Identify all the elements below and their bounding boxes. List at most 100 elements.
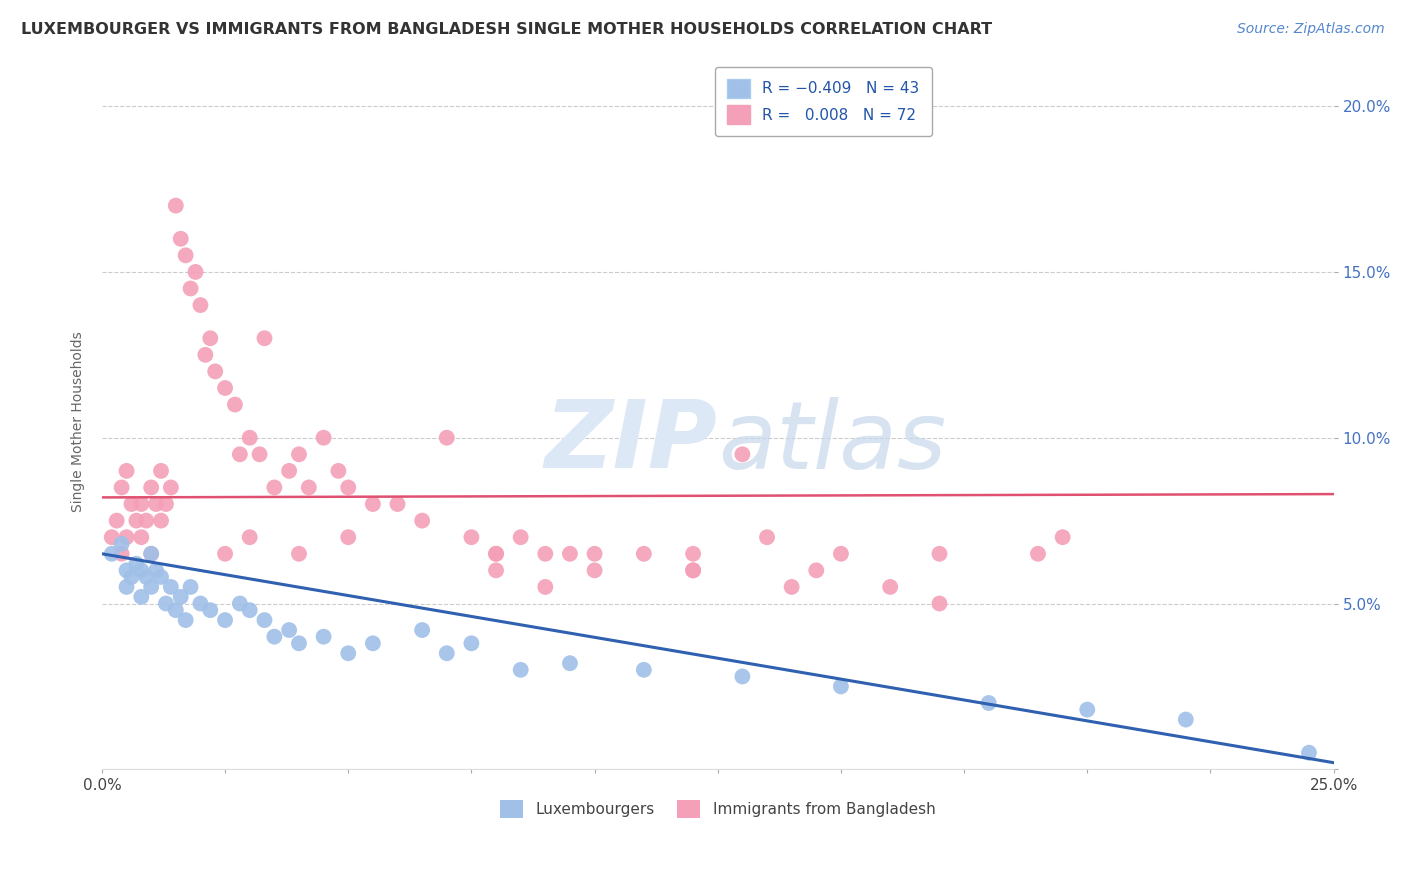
Point [110,537,132,551]
Point [155,497,177,511]
Point [200,331,222,345]
Point [361,636,384,650]
Point [411,623,433,637]
Point [141,547,163,561]
Point [115,464,138,478]
Point [253,613,276,627]
Point [288,447,311,461]
Point [558,547,581,561]
Point [263,480,285,494]
Point [170,232,193,246]
Point [534,580,557,594]
Point [214,381,236,395]
Point [174,248,197,262]
Point [337,530,360,544]
Point [278,623,301,637]
Point [830,547,852,561]
Point [633,663,655,677]
Point [1026,547,1049,561]
Point [361,497,384,511]
Point [115,580,138,594]
Point [135,570,157,584]
Point [165,199,187,213]
Point [312,431,335,445]
Point [1052,530,1074,544]
Text: LUXEMBOURGER VS IMMIGRANTS FROM BANGLADESH SINGLE MOTHER HOUSEHOLDS CORRELATION : LUXEMBOURGER VS IMMIGRANTS FROM BANGLADE… [21,22,993,37]
Point [145,563,167,577]
Point [150,514,173,528]
Point [100,547,122,561]
Point [1298,746,1320,760]
Point [150,464,173,478]
Point [583,547,606,561]
Point [115,530,138,544]
Point [229,447,252,461]
Point [141,547,163,561]
Point [125,557,148,571]
Point [485,563,508,577]
Point [780,580,803,594]
Point [135,514,157,528]
Point [460,636,482,650]
Point [682,547,704,561]
Point [141,580,163,594]
Point [125,514,148,528]
Point [170,590,193,604]
Text: atlas: atlas [717,397,946,488]
Point [239,431,262,445]
Point [184,265,207,279]
Point [194,348,217,362]
Point [436,431,458,445]
Point [165,603,187,617]
Point [131,563,153,577]
Point [485,547,508,561]
Point [224,398,246,412]
Point [387,497,409,511]
Point [509,530,531,544]
Point [174,613,197,627]
Y-axis label: Single Mother Households: Single Mother Households [72,331,86,511]
Legend: Luxembourgers, Immigrants from Bangladesh: Luxembourgers, Immigrants from Banglades… [494,794,942,824]
Point [731,669,754,683]
Point [239,603,262,617]
Point [100,530,122,544]
Point [731,447,754,461]
Point [830,680,852,694]
Point [534,547,557,561]
Point [160,580,183,594]
Point [806,563,828,577]
Point [214,547,236,561]
Point [928,597,950,611]
Point [756,530,779,544]
Point [337,646,360,660]
Point [253,331,276,345]
Point [928,547,950,561]
Point [204,364,226,378]
Point [141,480,163,494]
Point [509,663,531,677]
Point [682,563,704,577]
Point [160,480,183,494]
Point [1174,713,1197,727]
Point [312,630,335,644]
Point [150,570,173,584]
Point [200,603,222,617]
Point [460,530,482,544]
Point [239,530,262,544]
Point [411,514,433,528]
Point [131,497,153,511]
Point [131,590,153,604]
Point [180,580,202,594]
Point [110,480,132,494]
Point [115,563,138,577]
Point [105,514,128,528]
Point [249,447,271,461]
Point [977,696,1000,710]
Point [879,580,901,594]
Point [288,547,311,561]
Point [1076,703,1098,717]
Point [583,563,606,577]
Point [229,597,252,611]
Point [288,636,311,650]
Text: ZIP: ZIP [546,396,717,488]
